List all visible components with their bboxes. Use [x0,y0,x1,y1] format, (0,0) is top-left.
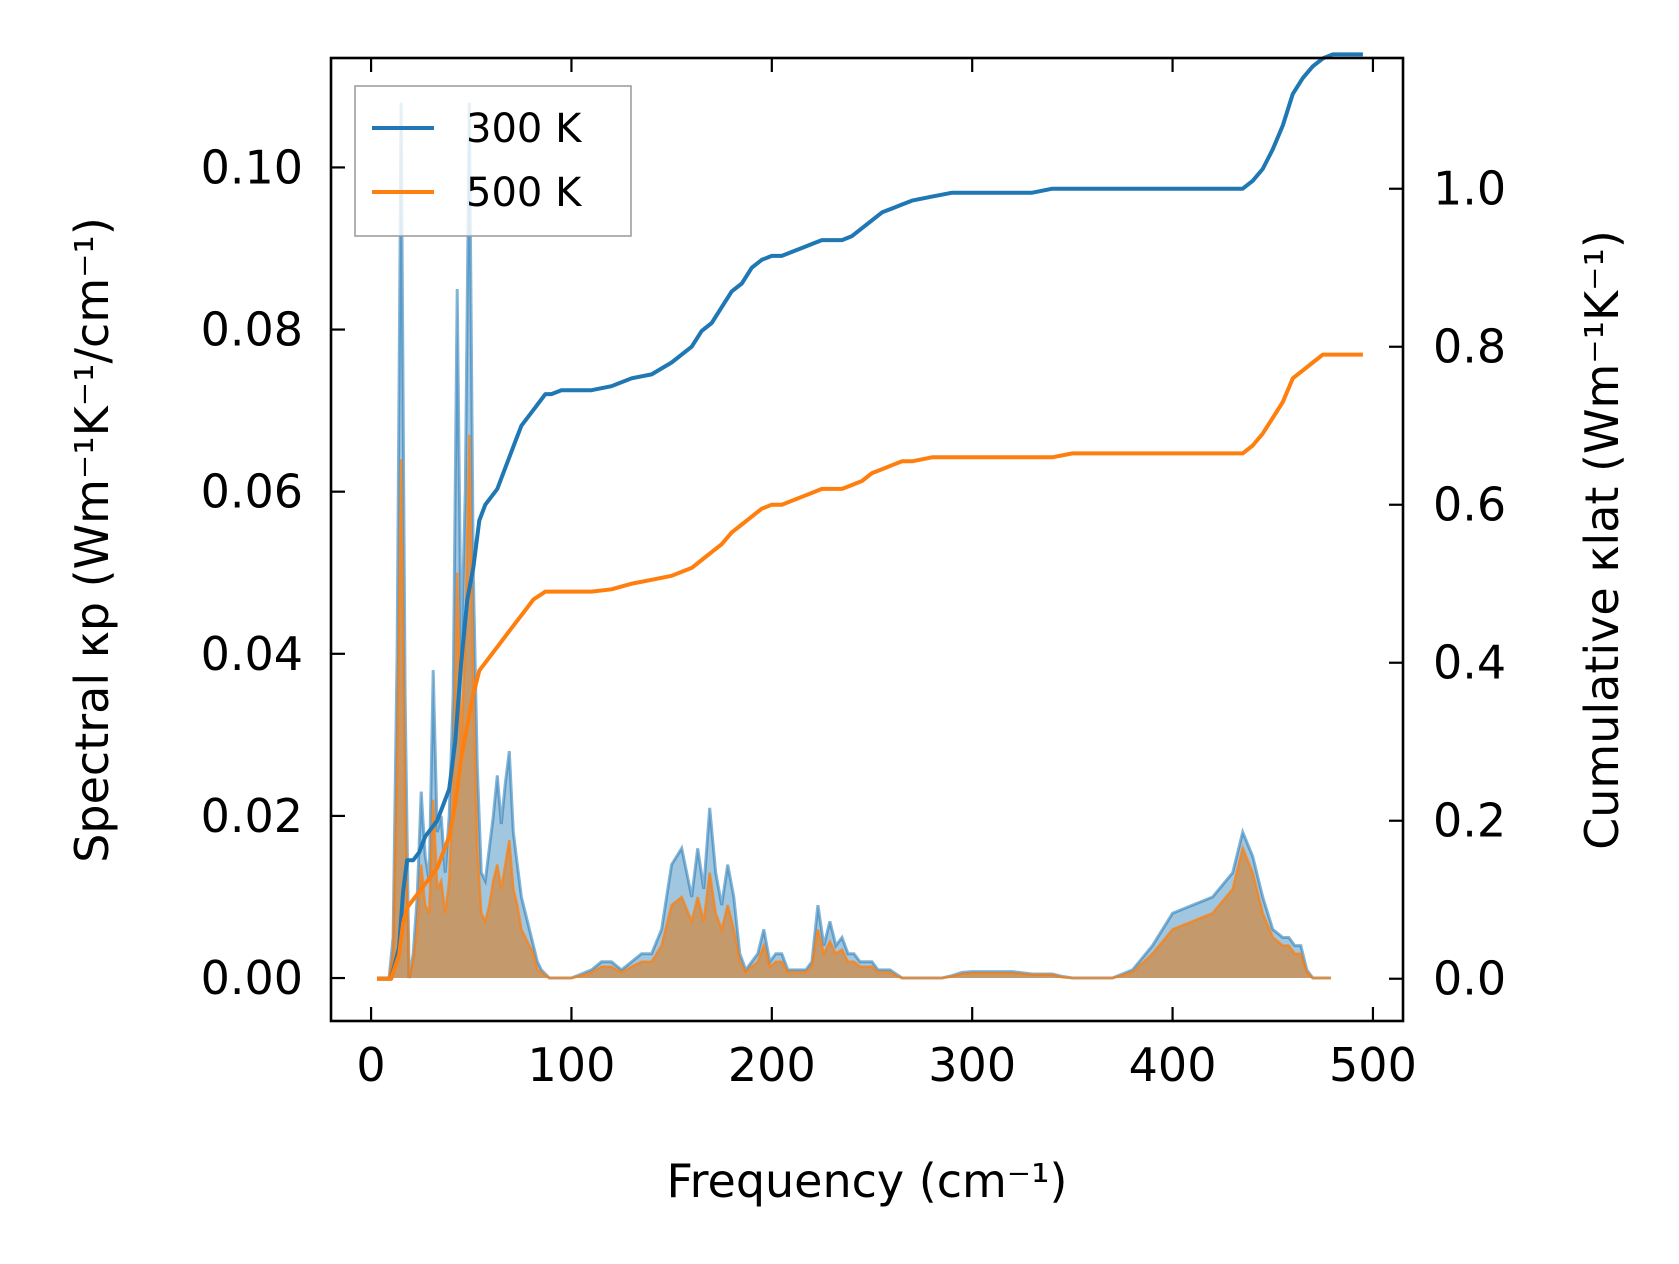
legend-label-300k: 300 K [466,106,583,152]
y-right-tick-label-5: 1.0 [1433,162,1506,216]
y-left-tick-label-0: 0.00 [201,951,303,1005]
y-left-axis-ticks: 0.00 0.02 0.04 0.06 0.08 0.10 [201,140,345,1005]
y-right-tick-label-2: 0.4 [1433,636,1506,690]
cumulative-300k-line [377,52,1363,981]
x-tick-label-3: 300 [928,1038,1016,1092]
x-tick-label-0: 0 [356,1038,385,1092]
legend-box [354,85,632,237]
y-left-axis-title: Spectral κp (Wm⁻¹K⁻¹/cm⁻¹) [65,217,119,863]
y-left-tick-label-4: 0.08 [201,303,303,357]
spectral-500k-fill [377,434,1331,978]
y-right-tick-label-1: 0.2 [1433,794,1506,848]
cumulative-500k-line [377,352,1363,981]
y-right-axis-title: Cumulative κlat (Wm⁻¹K⁻¹) [1575,230,1629,850]
y-left-tick-label-3: 0.06 [201,465,303,519]
y-right-tick-label-4: 0.8 [1433,320,1506,374]
y-right-tick-label-3: 0.6 [1433,478,1506,532]
y-left-tick-label-1: 0.02 [201,789,303,843]
x-tick-label-2: 200 [728,1038,816,1092]
x-axis-ticks: 0 100 200 300 400 500 [356,58,1417,1092]
x-tick-label-5: 500 [1329,1038,1417,1092]
y-left-tick-label-5: 0.10 [201,140,303,194]
spectral-500k-line [377,434,1331,980]
y-left-tick-label-2: 0.04 [201,627,303,681]
y-right-tick-label-0: 0.0 [1433,952,1506,1006]
plot-frame [329,56,1405,1023]
y-right-axis-ticks: 0.0 0.2 0.4 0.6 0.8 1.0 [1389,162,1506,1006]
x-tick-label-1: 100 [528,1038,616,1092]
legend: 300 K 500 K [354,85,632,237]
cumulative-layer [377,52,1363,981]
x-tick-label-4: 400 [1129,1038,1217,1092]
x-axis-title: Frequency (cm⁻¹) [667,1154,1068,1208]
spectral-layer [377,102,1331,980]
legend-label-500k: 500 K [466,170,583,216]
